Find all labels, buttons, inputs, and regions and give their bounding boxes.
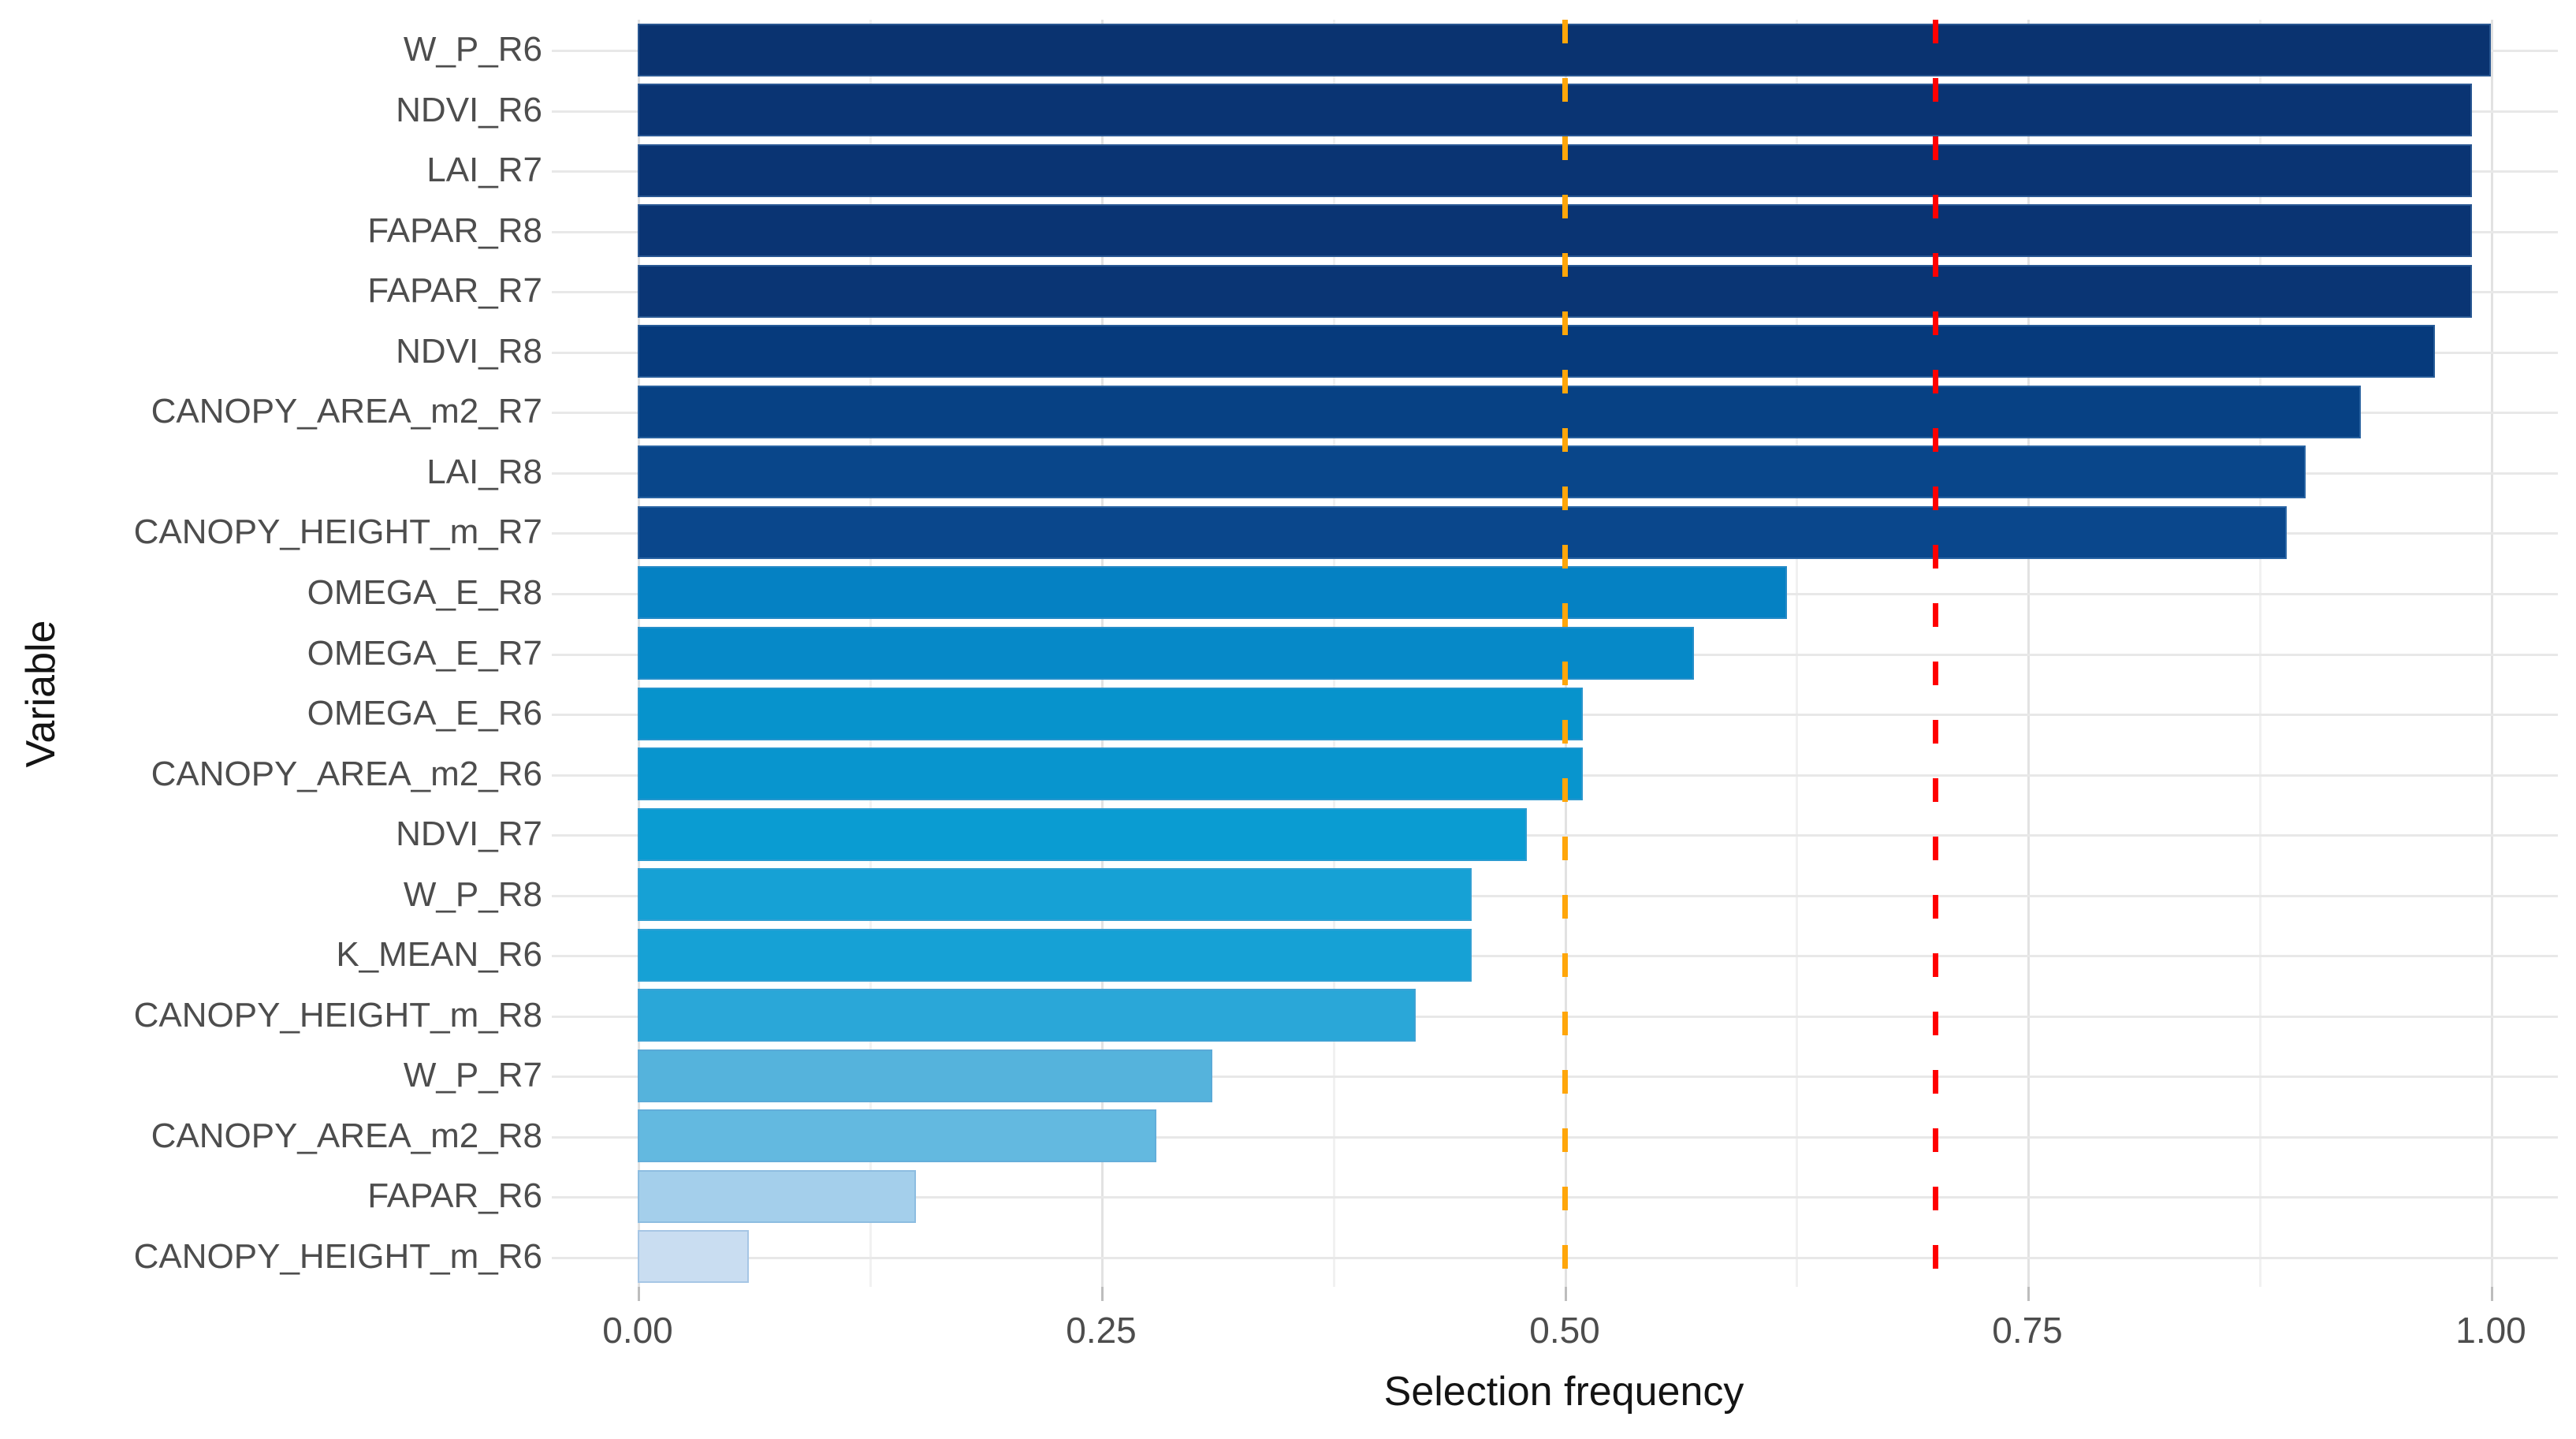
bar — [638, 1109, 1156, 1162]
y-tick-label: CANOPY_AREA_m2_R7 — [151, 392, 542, 431]
y-tick-label: FAPAR_R8 — [367, 211, 542, 250]
bar — [638, 627, 1694, 680]
x-tick-label: 0.00 — [602, 1310, 673, 1351]
y-tick-label: LAI_R8 — [426, 453, 542, 491]
bar — [638, 989, 1416, 1042]
y-tick-label: W_P_R8 — [403, 875, 542, 914]
x-tick-mark — [2027, 1287, 2030, 1301]
y-tick-label: OMEGA_E_R8 — [307, 573, 542, 612]
y-tick-label: W_P_R6 — [403, 30, 542, 69]
y-tick-label: LAI_R7 — [426, 151, 542, 189]
bar — [638, 1170, 916, 1223]
x-tick-mark — [2491, 1287, 2493, 1301]
row-gridline — [552, 1257, 2558, 1259]
x-tick-mark — [638, 1287, 640, 1301]
bar — [638, 386, 2361, 438]
x-tick-label: 0.25 — [1066, 1310, 1137, 1351]
bar — [638, 1049, 1212, 1102]
row-gridline — [552, 1076, 2558, 1078]
row-gridline — [552, 834, 2558, 837]
y-tick-label: CANOPY_AREA_m2_R8 — [151, 1117, 542, 1155]
bar — [638, 868, 1472, 921]
bar — [638, 688, 1583, 740]
bar — [638, 325, 2435, 378]
threshold-0.70-line — [1933, 20, 1938, 1287]
bar — [638, 747, 1583, 800]
y-tick-label: K_MEAN_R6 — [336, 935, 542, 974]
threshold-0.50-line — [1562, 20, 1568, 1287]
bar — [638, 506, 2287, 559]
y-tick-label: CANOPY_AREA_m2_R6 — [151, 755, 542, 793]
plot-panel — [552, 20, 2558, 1287]
x-tick-label: 0.50 — [1529, 1310, 1600, 1351]
bar — [638, 566, 1787, 619]
row-gridline — [552, 1136, 2558, 1139]
x-tick-label: 1.00 — [2455, 1310, 2526, 1351]
y-tick-label: CANOPY_HEIGHT_m_R6 — [133, 1237, 542, 1276]
bar — [638, 204, 2472, 257]
row-gridline — [552, 955, 2558, 957]
row-gridline — [552, 895, 2558, 897]
bar — [638, 808, 1527, 861]
x-tick-label: 0.75 — [1992, 1310, 2063, 1351]
y-tick-label: OMEGA_E_R6 — [307, 694, 542, 733]
bar — [638, 265, 2472, 318]
y-tick-label: NDVI_R6 — [396, 91, 542, 129]
y-tick-label: CANOPY_HEIGHT_m_R7 — [133, 513, 542, 551]
major-gridline — [2491, 20, 2493, 1287]
y-tick-label: W_P_R7 — [403, 1056, 542, 1094]
y-tick-label: OMEGA_E_R7 — [307, 634, 542, 673]
minor-gridline — [1796, 20, 1799, 1287]
bar — [638, 144, 2472, 197]
x-axis-title: Selection frequency — [1383, 1369, 1744, 1415]
major-gridline — [2027, 20, 2031, 1287]
bar — [638, 929, 1472, 982]
bar — [638, 445, 2306, 498]
y-tick-label: CANOPY_HEIGHT_m_R8 — [133, 996, 542, 1035]
y-tick-label: FAPAR_R7 — [367, 271, 542, 310]
x-tick-mark — [1565, 1287, 1567, 1301]
y-tick-label: NDVI_R7 — [396, 815, 542, 853]
row-gridline — [552, 1016, 2558, 1018]
y-tick-label: NDVI_R8 — [396, 332, 542, 371]
y-tick-label: FAPAR_R6 — [367, 1176, 542, 1215]
bar — [638, 1230, 749, 1283]
row-gridline — [552, 1196, 2558, 1199]
y-axis-title: Variable — [18, 620, 64, 768]
bar — [638, 84, 2472, 136]
minor-gridline — [2259, 20, 2262, 1287]
x-tick-mark — [1101, 1287, 1104, 1301]
